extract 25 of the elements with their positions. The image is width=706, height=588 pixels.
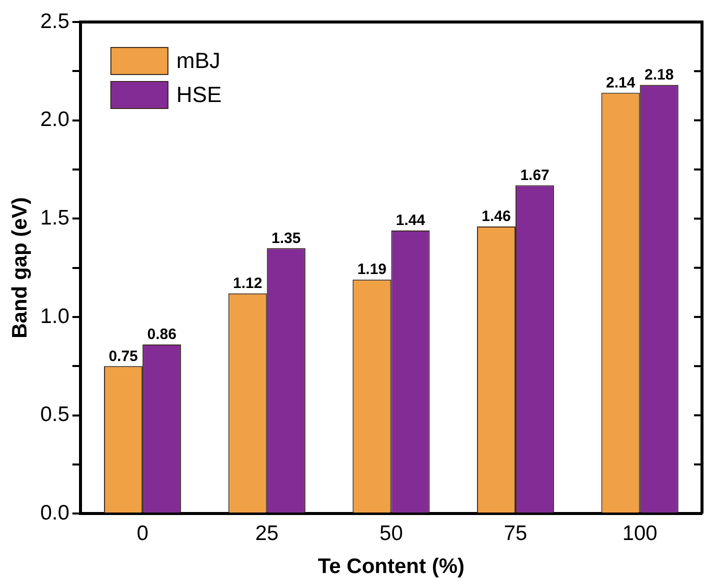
data-label: 2.18 — [644, 66, 674, 84]
y-axis-title: Band gap (eV) — [8, 197, 32, 338]
data-label: 1.46 — [482, 208, 511, 226]
legend-label: mBJ — [176, 48, 220, 74]
data-label: 1.67 — [520, 166, 550, 184]
y-tick-label: 0.0 — [40, 501, 70, 524]
x-tick-label: 100 — [622, 522, 658, 545]
x-axis-title: Te Content (%) — [318, 555, 464, 578]
data-label: 1.35 — [272, 230, 301, 247]
legend-label: HSE — [176, 82, 222, 108]
data-label: 1.19 — [357, 261, 387, 278]
data-label: 0.75 — [108, 348, 138, 365]
y-tick-label: 2.5 — [40, 10, 70, 33]
data-label: 2.14 — [606, 74, 636, 92]
y-tick-label: 1.0 — [40, 304, 70, 328]
x-tick-label: 25 — [255, 522, 279, 545]
data-label: 1.12 — [233, 275, 262, 292]
data-label: 0.86 — [147, 326, 176, 344]
data-label: 1.44 — [396, 212, 426, 230]
x-tick-label: 0 — [136, 522, 148, 545]
y-tick-label: 2.0 — [40, 108, 70, 132]
y-tick-label: 0.5 — [40, 403, 70, 426]
y-tick-label: 1.5 — [40, 206, 70, 230]
x-tick-label: 50 — [380, 522, 403, 545]
x-tick-label: 75 — [504, 522, 528, 545]
